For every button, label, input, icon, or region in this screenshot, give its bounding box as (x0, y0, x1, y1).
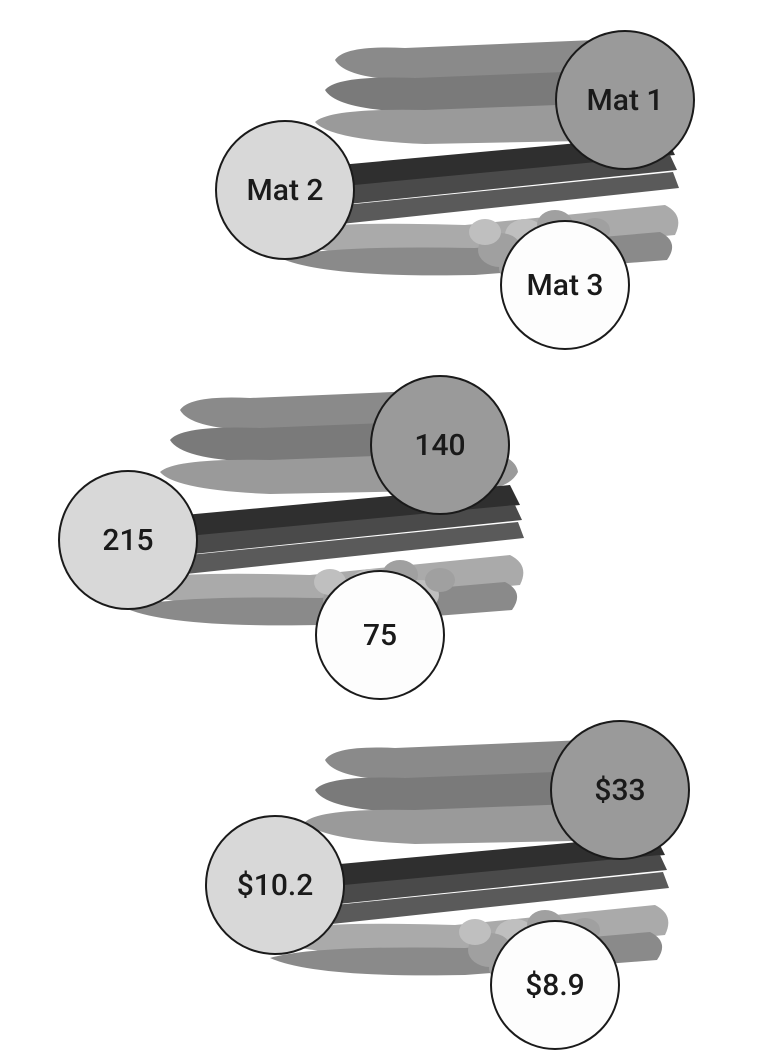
bubble-qty3: 75 (315, 570, 445, 700)
bubble-label: 215 (102, 523, 153, 558)
bubble-price3: $8.9 (490, 920, 620, 1050)
bubble-label: Mat 3 (527, 268, 604, 303)
bubble-mat3: Mat 3 (500, 220, 630, 350)
bubble-label: $8.9 (525, 968, 585, 1003)
bubble-mat1: Mat 1 (555, 30, 695, 170)
bubble-label: Mat 2 (247, 173, 324, 208)
bubble-qty2: 215 (58, 470, 198, 610)
bubble-label: $33 (594, 773, 645, 808)
bubble-label: 75 (363, 618, 397, 653)
bubble-label: 140 (414, 428, 465, 463)
bubble-mat2: Mat 2 (215, 120, 355, 260)
bubble-qty1: 140 (370, 375, 510, 515)
bubble-price1: $33 (550, 720, 690, 860)
bubble-label: Mat 1 (587, 83, 664, 118)
bubble-price2: $10.2 (205, 815, 345, 955)
bubble-label: $10.2 (237, 868, 314, 903)
